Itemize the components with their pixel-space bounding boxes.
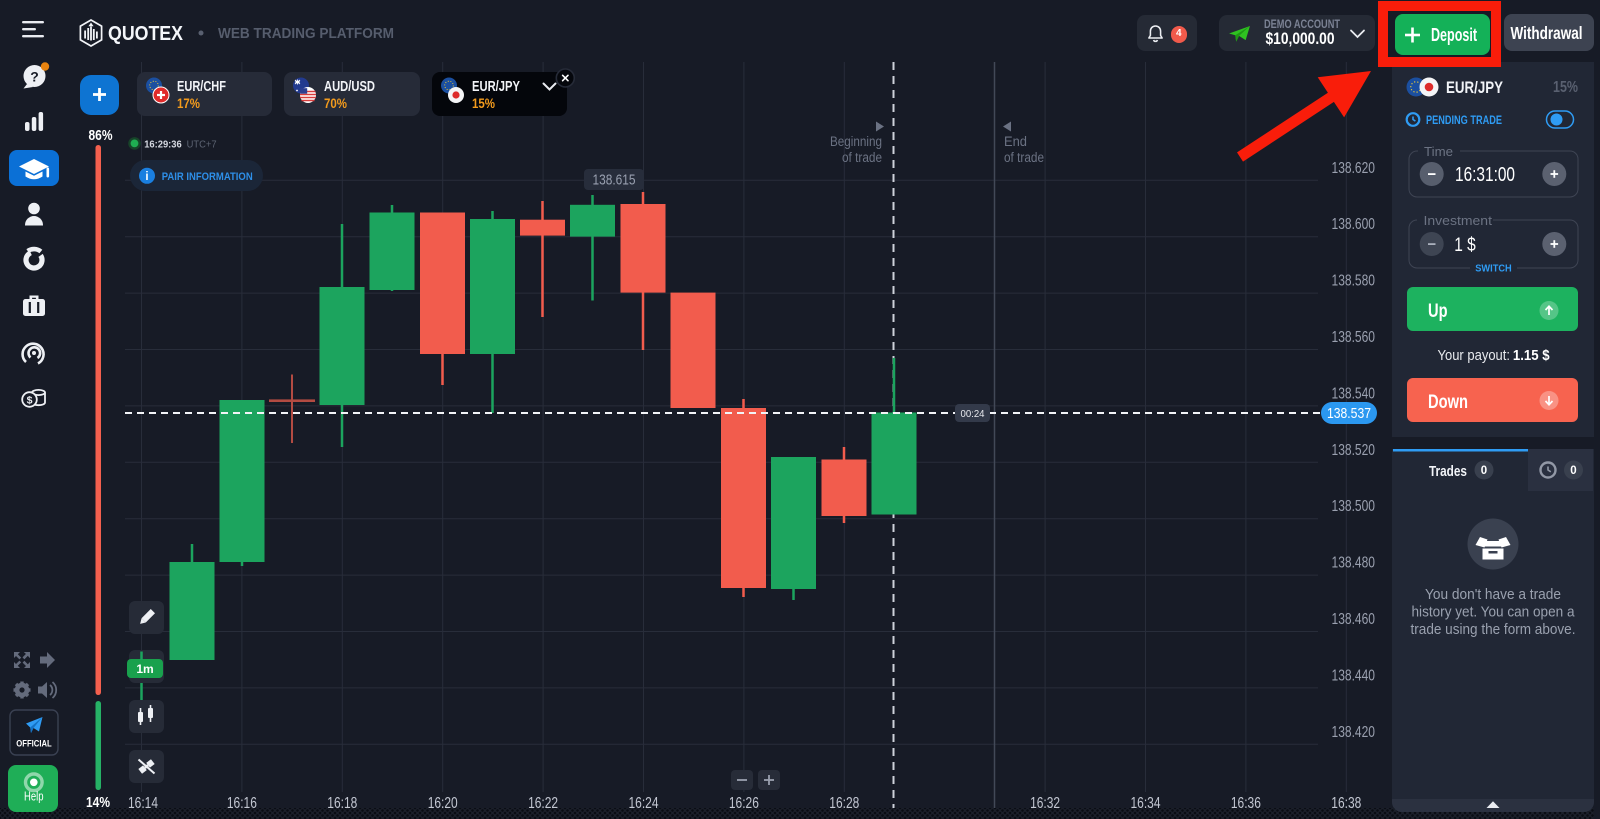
svg-text:138.440: 138.440 xyxy=(1332,667,1376,684)
svg-text:WEB TRADING PLATFORM: WEB TRADING PLATFORM xyxy=(218,25,394,42)
svg-text:0: 0 xyxy=(1570,465,1576,477)
svg-text:14%: 14% xyxy=(86,794,110,811)
svg-text:Trades: Trades xyxy=(1429,463,1467,480)
svg-text:16:26: 16:26 xyxy=(729,795,759,812)
svg-text:Time: Time xyxy=(1424,144,1453,159)
svg-text:138.520: 138.520 xyxy=(1332,442,1376,459)
svg-text:86%: 86% xyxy=(89,127,113,144)
svg-text:Up: Up xyxy=(1428,301,1448,322)
svg-text:16:34: 16:34 xyxy=(1131,795,1161,812)
svg-text:$: $ xyxy=(27,395,33,407)
svg-text:138.540: 138.540 xyxy=(1332,385,1376,402)
svg-text:138.420: 138.420 xyxy=(1332,724,1376,741)
svg-text:of trade: of trade xyxy=(1004,150,1044,165)
svg-text:EUR/JPY: EUR/JPY xyxy=(1446,79,1503,97)
svg-text:138.600: 138.600 xyxy=(1332,216,1376,233)
svg-text:Beginning: Beginning xyxy=(830,134,882,149)
svg-text:138.580: 138.580 xyxy=(1332,273,1376,290)
svg-text:i: i xyxy=(145,171,148,183)
svg-text:16:24: 16:24 xyxy=(629,795,659,812)
svg-text:Withdrawal: Withdrawal xyxy=(1511,23,1583,43)
svg-text:trade using the form above.: trade using the form above. xyxy=(1411,622,1576,638)
svg-text:16:32: 16:32 xyxy=(1030,795,1060,812)
svg-text:$10,000.00: $10,000.00 xyxy=(1266,29,1335,48)
svg-text:16:14: 16:14 xyxy=(128,795,158,812)
svg-text:138.500: 138.500 xyxy=(1332,498,1376,515)
svg-text:138.460: 138.460 xyxy=(1332,611,1376,628)
svg-text:QUOTEX: QUOTEX xyxy=(108,23,184,45)
svg-text:16:38: 16:38 xyxy=(1331,795,1361,812)
svg-text:Down: Down xyxy=(1428,392,1468,413)
svg-text:UTC+7: UTC+7 xyxy=(187,138,217,150)
svg-text:15%: 15% xyxy=(1553,79,1578,96)
svg-text:16:28: 16:28 xyxy=(829,795,859,812)
svg-text:15%: 15% xyxy=(472,95,495,111)
svg-text:16:20: 16:20 xyxy=(428,795,458,812)
svg-text:00:24: 00:24 xyxy=(961,408,985,420)
svg-text:16:31:00: 16:31:00 xyxy=(1455,164,1515,186)
svg-text:DEMO ACCOUNT: DEMO ACCOUNT xyxy=(1264,17,1341,31)
svg-text:?: ? xyxy=(30,69,39,85)
svg-text:138.620: 138.620 xyxy=(1332,160,1376,177)
svg-text:16:16: 16:16 xyxy=(227,795,257,812)
svg-text:16:22: 16:22 xyxy=(528,795,558,812)
svg-text:Your payout:: Your payout: xyxy=(1438,348,1511,364)
svg-text:16:18: 16:18 xyxy=(327,795,357,812)
svg-text:1.15 $: 1.15 $ xyxy=(1513,348,1550,364)
svg-text:16:29:36: 16:29:36 xyxy=(144,138,182,150)
svg-text:AUD/USD: AUD/USD xyxy=(324,79,375,95)
svg-text:138.480: 138.480 xyxy=(1332,555,1376,572)
svg-text:SWITCH: SWITCH xyxy=(1475,263,1512,275)
svg-text:17%: 17% xyxy=(177,95,200,111)
svg-text:138.560: 138.560 xyxy=(1332,329,1376,346)
svg-text:PENDING TRADE: PENDING TRADE xyxy=(1426,115,1502,127)
svg-text:OFFICIAL: OFFICIAL xyxy=(16,739,52,749)
svg-text:of trade: of trade xyxy=(842,150,882,165)
svg-text:1m: 1m xyxy=(136,662,153,676)
svg-text:Deposit: Deposit xyxy=(1431,25,1477,45)
svg-text:1 $: 1 $ xyxy=(1454,235,1476,256)
svg-text:You don't have a trade: You don't have a trade xyxy=(1425,587,1561,603)
svg-text:138.537: 138.537 xyxy=(1327,405,1371,422)
svg-text:EUR/JPY: EUR/JPY xyxy=(472,79,520,95)
svg-text:PAIR INFORMATION: PAIR INFORMATION xyxy=(162,171,253,183)
svg-text:Investment: Investment xyxy=(1424,213,1493,228)
svg-text:16:36: 16:36 xyxy=(1231,795,1261,812)
svg-text:EUR/CHF: EUR/CHF xyxy=(177,79,226,95)
svg-text:Help: Help xyxy=(24,789,44,804)
svg-text:End: End xyxy=(1004,134,1027,149)
svg-text:138.615: 138.615 xyxy=(593,172,636,189)
svg-text:70%: 70% xyxy=(324,95,347,111)
svg-text:history yet. You can open a: history yet. You can open a xyxy=(1412,605,1576,621)
svg-text:0: 0 xyxy=(1481,465,1487,477)
